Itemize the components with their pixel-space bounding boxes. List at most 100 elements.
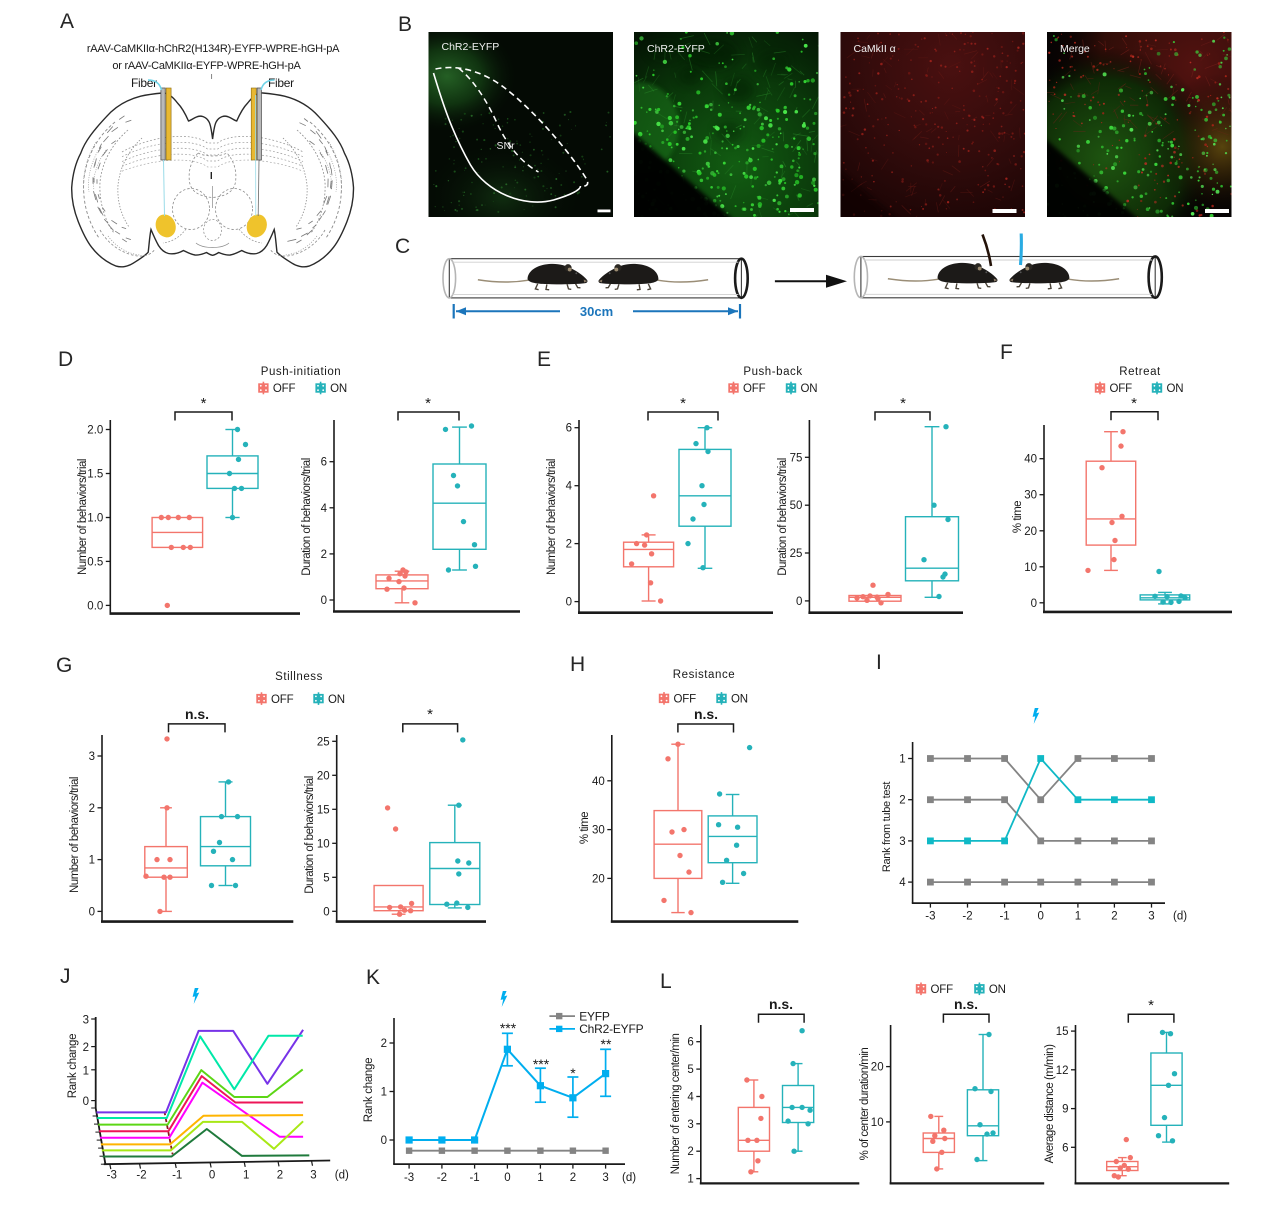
svg-text:4: 4 [321, 503, 328, 515]
svg-text:ON: ON [989, 984, 1006, 996]
svg-text:1: 1 [381, 1087, 387, 1099]
svg-text:20: 20 [317, 770, 330, 782]
svg-text:-3: -3 [404, 1172, 414, 1184]
svg-text:4: 4 [687, 1092, 694, 1104]
svg-text:OFF: OFF [1110, 383, 1133, 395]
svg-text:Rank change: Rank change [363, 1058, 375, 1122]
svg-text:25: 25 [790, 548, 803, 560]
svg-text:0: 0 [504, 1172, 510, 1184]
svg-text:*: * [900, 395, 906, 412]
svg-text:1: 1 [537, 1172, 543, 1184]
svg-text:0.0: 0.0 [87, 600, 103, 612]
svg-text:3: 3 [602, 1172, 608, 1184]
svg-text:15: 15 [1056, 1026, 1069, 1038]
svg-text:n.s.: n.s. [769, 996, 793, 1012]
svg-text:9: 9 [1062, 1104, 1068, 1116]
svg-text:*: * [680, 395, 686, 412]
svg-text:G: G [56, 654, 72, 677]
svg-text:3: 3 [687, 1119, 693, 1131]
svg-text:% time: % time [1012, 501, 1024, 533]
svg-text:n.s.: n.s. [185, 706, 209, 722]
svg-text:1: 1 [1075, 911, 1081, 923]
svg-text:0: 0 [381, 1135, 387, 1147]
svg-text:EYFP: EYFP [579, 1009, 610, 1023]
svg-text:CaMkII α: CaMkII α [854, 43, 896, 55]
svg-text:0: 0 [566, 597, 572, 609]
svg-text:3: 3 [83, 1015, 89, 1027]
svg-text:Number of behaviors/trial: Number of behaviors/trial [69, 777, 81, 893]
svg-text:1: 1 [83, 1065, 89, 1077]
svg-text:40: 40 [1024, 454, 1037, 466]
svg-text:*: * [570, 1065, 576, 1081]
svg-text:OFF: OFF [273, 383, 296, 395]
svg-text:I: I [876, 651, 882, 674]
svg-text:n.s.: n.s. [954, 996, 978, 1012]
svg-text:Merge: Merge [1060, 43, 1090, 55]
svg-text:40: 40 [592, 776, 605, 788]
svg-text:2: 2 [277, 1170, 283, 1182]
svg-text:5: 5 [687, 1064, 693, 1076]
svg-text:ON: ON [328, 694, 345, 706]
svg-text:% of center duration/min: % of center duration/min [859, 1048, 871, 1161]
svg-text:6: 6 [1062, 1142, 1068, 1154]
svg-text:50: 50 [790, 500, 803, 512]
svg-text:1: 1 [687, 1174, 693, 1186]
svg-text:OFF: OFF [271, 694, 294, 706]
svg-text:J: J [60, 965, 71, 988]
svg-text:SNr: SNr [497, 140, 516, 152]
svg-text:2: 2 [899, 795, 905, 807]
svg-text:6: 6 [321, 457, 327, 469]
svg-text:2: 2 [83, 1042, 89, 1054]
svg-text:0: 0 [1031, 598, 1037, 610]
svg-text:Push-initiation: Push-initiation [261, 366, 341, 378]
svg-text:*: * [201, 395, 207, 412]
svg-text:2: 2 [570, 1172, 576, 1184]
svg-text:0: 0 [1037, 911, 1043, 923]
svg-text:20: 20 [871, 1062, 884, 1074]
svg-text:20: 20 [592, 873, 605, 885]
svg-text:Number of behaviors/trial: Number of behaviors/trial [546, 459, 558, 575]
svg-text:Number of behaviors/trial: Number of behaviors/trial [77, 459, 89, 575]
svg-text:***: *** [533, 1056, 550, 1072]
svg-text:ON: ON [731, 694, 748, 706]
svg-text:H: H [570, 653, 585, 676]
svg-text:-2: -2 [437, 1172, 447, 1184]
svg-text:rAAV-CaMKIIα-hChR2(H134R)-EYFP: rAAV-CaMKIIα-hChR2(H134R)-EYFP-WPRE-hGH-… [87, 43, 340, 55]
svg-text:D: D [58, 348, 73, 371]
svg-text:2: 2 [1111, 911, 1117, 923]
svg-text:0: 0 [83, 1096, 89, 1108]
svg-text:Retreat: Retreat [1119, 366, 1161, 378]
svg-text:ON: ON [801, 383, 818, 395]
svg-text:20: 20 [1024, 526, 1037, 538]
svg-text:0.5: 0.5 [87, 556, 103, 568]
svg-text:Stillness: Stillness [275, 671, 323, 683]
svg-text:12: 12 [1056, 1065, 1069, 1077]
svg-text:3: 3 [89, 751, 95, 763]
svg-text:OFF: OFF [674, 694, 697, 706]
svg-text:(d): (d) [1173, 911, 1187, 923]
svg-text:K: K [366, 966, 380, 989]
svg-text:1: 1 [89, 855, 95, 867]
svg-text:Duration of behaviors/trial: Duration of behaviors/trial [301, 458, 313, 576]
svg-text:10: 10 [317, 838, 330, 850]
svg-text:OFF: OFF [931, 984, 954, 996]
svg-text:E: E [537, 348, 551, 371]
svg-text:L: L [660, 970, 672, 993]
svg-text:3: 3 [1148, 911, 1154, 923]
svg-text:30: 30 [1024, 490, 1037, 502]
svg-text:*: * [425, 395, 431, 412]
svg-text:1.0: 1.0 [87, 513, 103, 525]
svg-text:Rank from tube test: Rank from tube test [881, 782, 893, 873]
svg-text:10: 10 [1024, 562, 1037, 574]
svg-text:4: 4 [566, 481, 573, 493]
svg-text:2.0: 2.0 [87, 425, 103, 437]
svg-text:(d): (d) [335, 1170, 349, 1182]
svg-text:30cm: 30cm [580, 304, 613, 319]
svg-text:4: 4 [899, 877, 906, 889]
svg-text:-2: -2 [136, 1170, 146, 1182]
svg-text:0: 0 [209, 1170, 215, 1182]
svg-text:2: 2 [381, 1038, 387, 1050]
svg-text:A: A [60, 10, 74, 33]
svg-text:0: 0 [796, 596, 802, 608]
svg-text:ON: ON [1167, 383, 1184, 395]
